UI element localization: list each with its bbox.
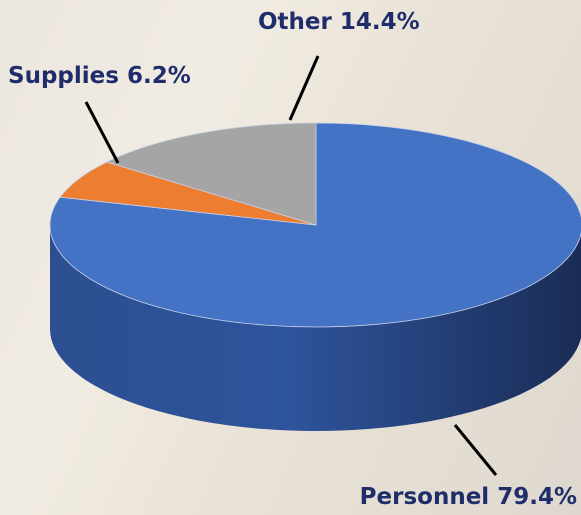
value-label: 6.2% [127,63,191,89]
category-label: Other [258,9,333,35]
page: Personnel 79.4% Supplies 6.2% Other 14.4% [0,0,581,515]
leader-line [86,102,118,163]
leader-line [455,425,496,475]
leader-line [290,56,318,120]
value-label: 79.4% [497,484,577,510]
chart: Personnel 79.4% Supplies 6.2% Other 14.4% [0,0,581,515]
data-label: Personnel 79.4% [360,484,577,510]
category-label: Supplies [8,63,119,89]
category-label: Personnel [360,484,490,510]
data-label: Other 14.4% [258,9,420,35]
data-label: Supplies 6.2% [8,63,191,89]
value-label: 14.4% [340,9,420,35]
